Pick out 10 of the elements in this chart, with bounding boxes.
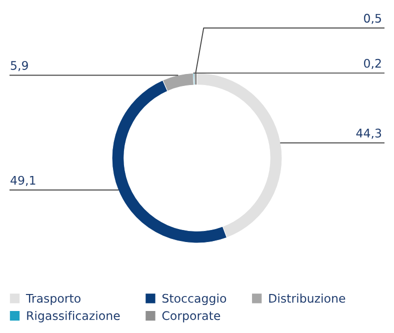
data-label: 44,3 (356, 128, 382, 139)
legend-label: Rigassificazione (27, 310, 120, 322)
legend-label: Stoccaggio (162, 294, 226, 306)
legend-label: Distribuzione (269, 294, 346, 303)
data-label: 49,1 (10, 176, 36, 186)
data-label: 0,5 (364, 14, 381, 24)
data-label: 5,9 (10, 61, 28, 72)
legend-label: Corporate (162, 311, 220, 322)
data-label: 0,2 (364, 58, 381, 69)
legend-label: Trasporto (26, 294, 80, 306)
